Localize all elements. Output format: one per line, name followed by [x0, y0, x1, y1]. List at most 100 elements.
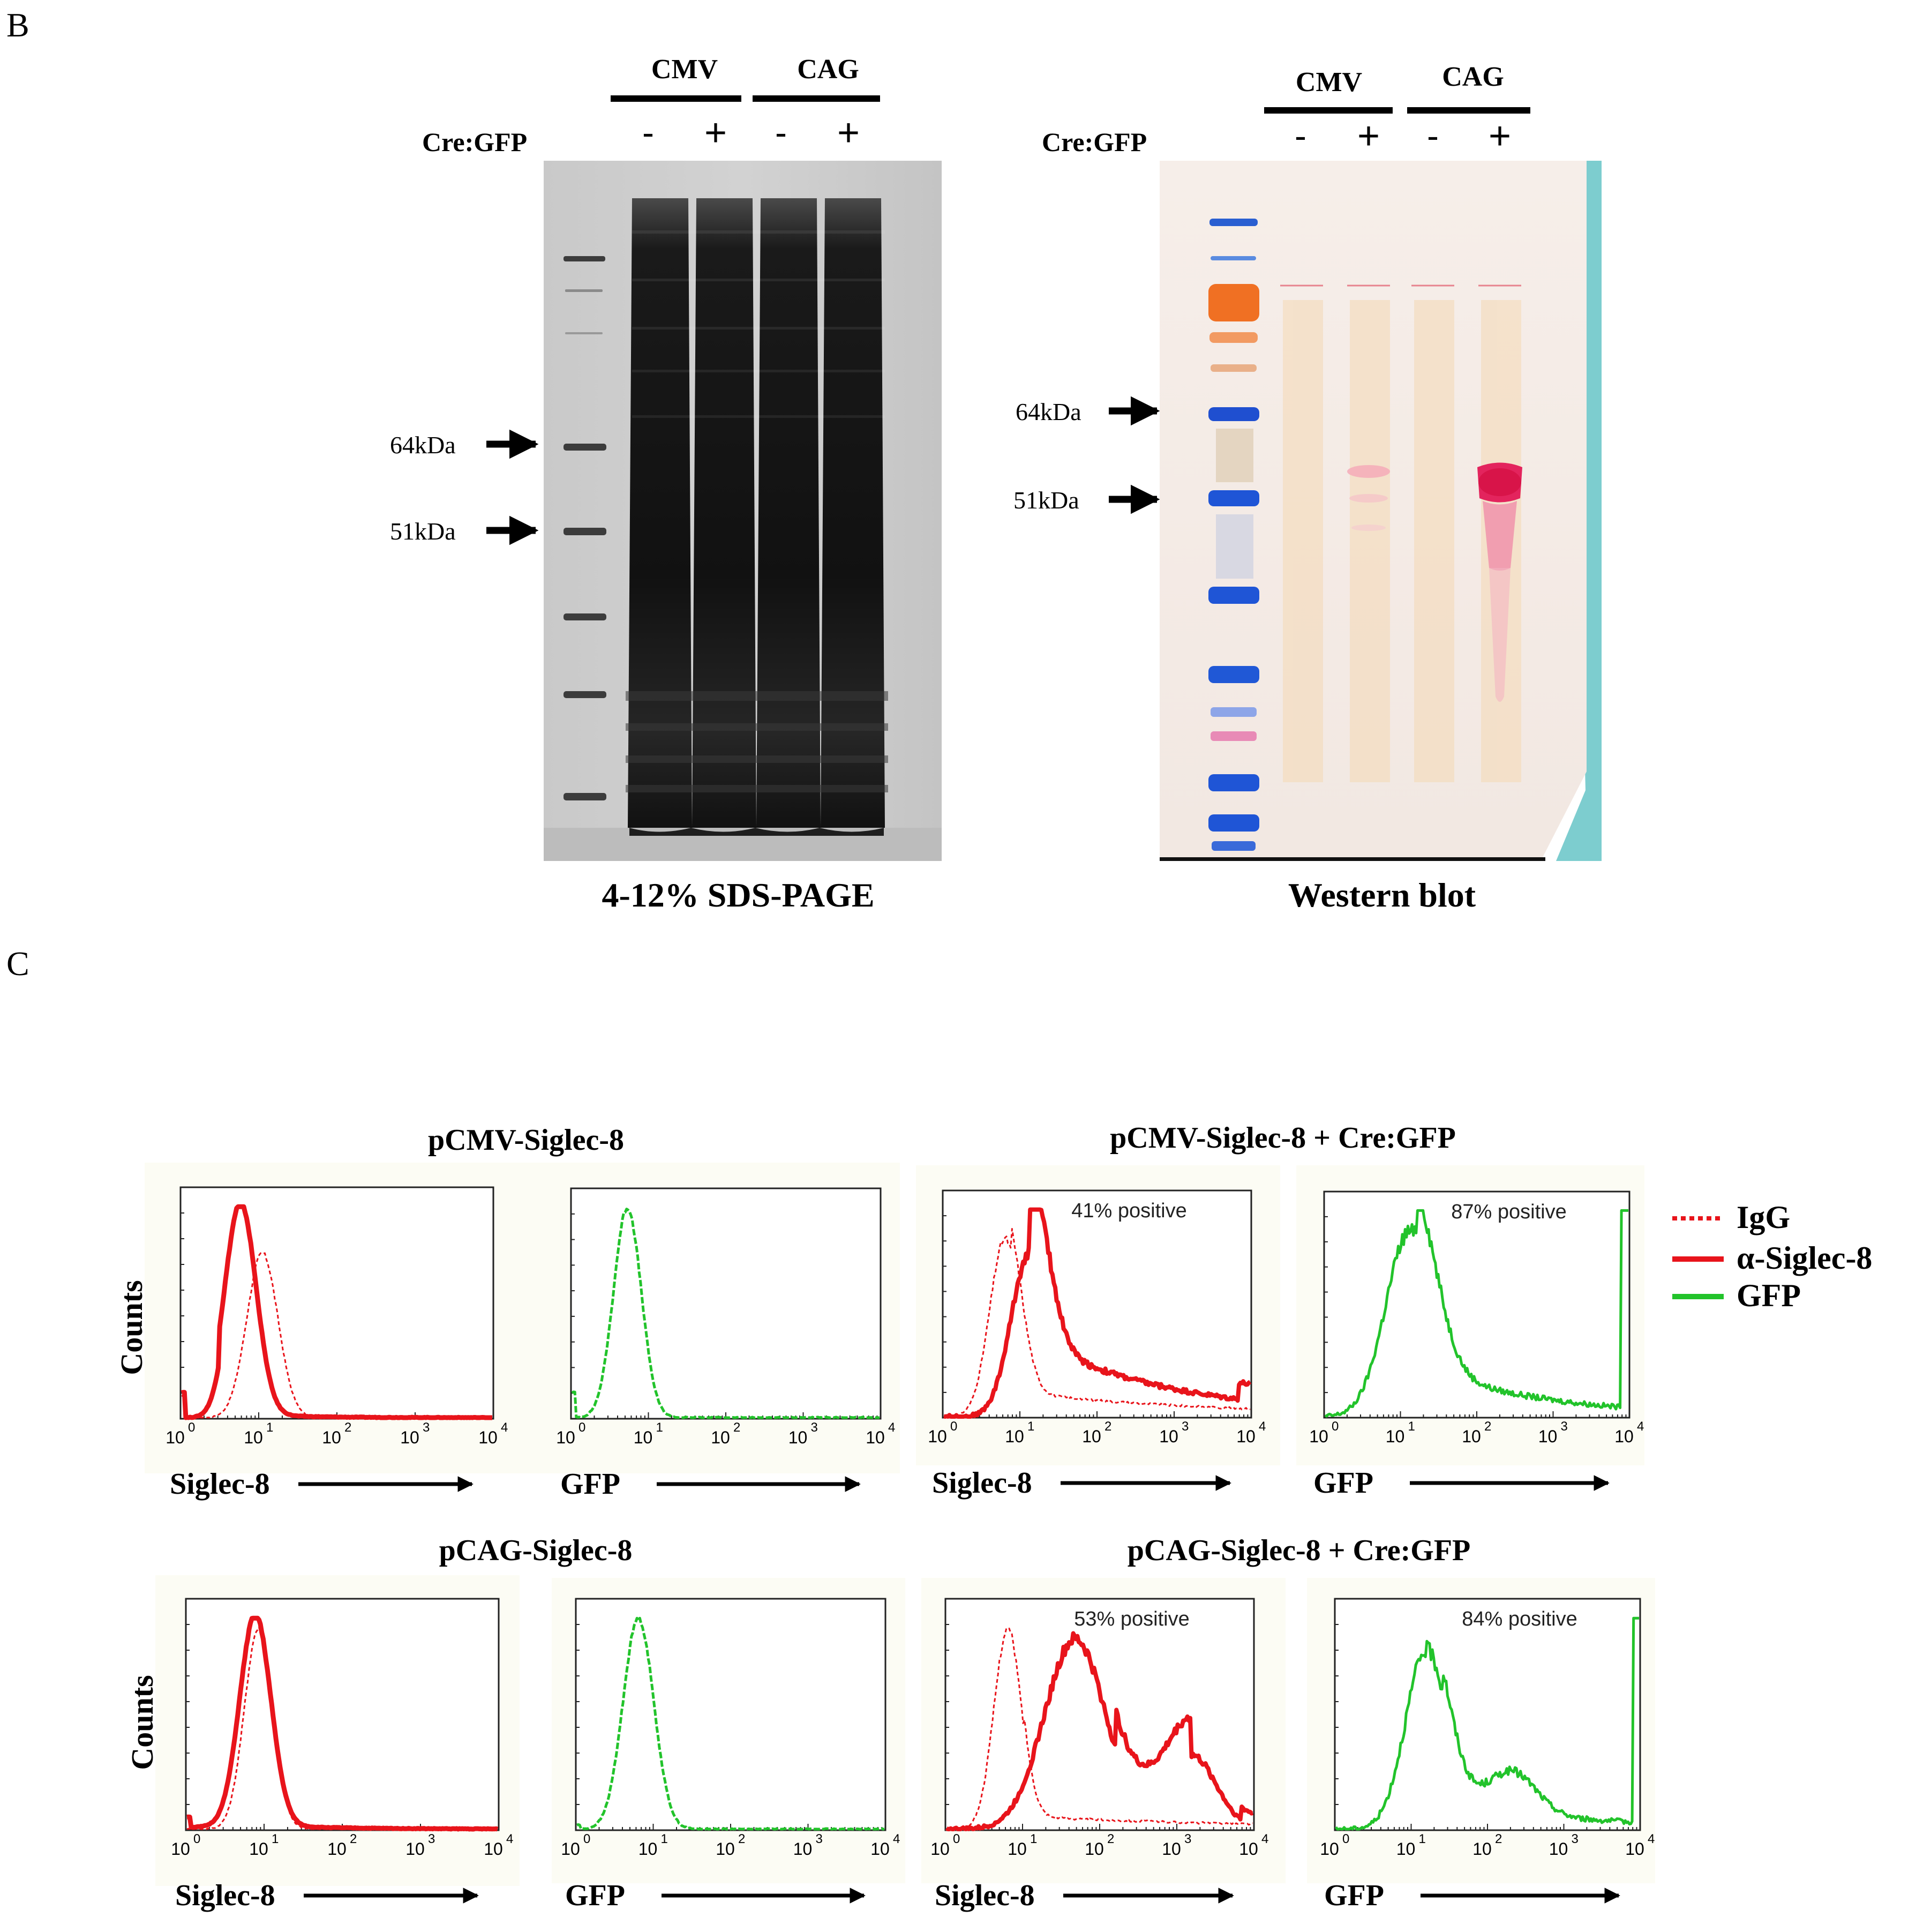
blot-lane1-sign: - — [1295, 116, 1306, 155]
histogram-2-3-curve-2 — [945, 1631, 1254, 1831]
histogram-1-1-curve-2 — [181, 1204, 493, 1420]
tick-label: 10 — [634, 1428, 653, 1447]
gel-51kda-label: 51kDa — [390, 518, 456, 545]
tick-exponent: 3 — [428, 1832, 435, 1846]
tick-exponent: 4 — [1637, 1419, 1644, 1434]
tick-label: 10 — [1085, 1839, 1104, 1859]
tick-label: 10 — [1239, 1839, 1258, 1859]
western-blot-image — [1160, 161, 1602, 861]
sds-page-gel-image — [544, 161, 942, 861]
tick-label: 10 — [1162, 1839, 1181, 1859]
tick-exponent: 2 — [733, 1420, 740, 1435]
tick-label: 10 — [930, 1839, 950, 1859]
row1-counts-label: Counts — [114, 1280, 149, 1375]
panel-c-letter: C — [6, 945, 29, 983]
tick-label: 10 — [1082, 1427, 1101, 1446]
histogram-1-3-curve-2 — [943, 1207, 1252, 1419]
sds-page-gel-section: CMV CAG Cre:GFP - + - + — [390, 54, 942, 914]
tick-exponent: 0 — [1332, 1419, 1339, 1434]
histogram-1-3-curve-1 — [943, 1228, 1250, 1418]
tick-exponent: 1 — [656, 1420, 663, 1435]
gel-cag-label: CAG — [797, 54, 859, 85]
tick-exponent: 3 — [811, 1420, 818, 1435]
tick-label: 10 — [716, 1839, 735, 1859]
tick-exponent: 3 — [1182, 1419, 1189, 1434]
tick-label: 10 — [1320, 1839, 1339, 1859]
gel-cmv-label: CMV — [651, 54, 718, 85]
tick-label: 10 — [244, 1428, 263, 1447]
gel-cre-gfp-label: Cre:GFP — [422, 127, 527, 157]
tick-label: 10 — [166, 1428, 185, 1447]
positive-annotation: 87% positive — [1451, 1201, 1566, 1223]
tick-exponent: 3 — [816, 1832, 823, 1846]
tick-label: 10 — [1625, 1839, 1644, 1859]
tick-label: 10 — [400, 1428, 419, 1447]
tick-label: 10 — [1472, 1839, 1492, 1859]
row2-right-title: pCAG-Siglec-8 + Cre:GFP — [1128, 1534, 1471, 1567]
histogram-2-4-curve-1 — [1334, 1616, 1639, 1831]
tick-label: 10 — [1396, 1839, 1416, 1859]
tick-exponent: 1 — [1027, 1419, 1034, 1434]
histogram-2-1-curve-2 — [186, 1615, 499, 1832]
tick-label: 10 — [478, 1428, 498, 1447]
row1-left-title: pCMV-Siglec-8 — [428, 1124, 624, 1157]
blot-cre-gfp-label: Cre:GFP — [1042, 127, 1147, 157]
x-axis-label: GFP — [560, 1467, 620, 1501]
tick-label: 10 — [327, 1839, 347, 1859]
gel-lane4-sign: + — [837, 111, 860, 154]
blot-lane4-sign: + — [1489, 115, 1511, 158]
gel-cag-bar — [753, 95, 880, 102]
panel-b-letter: B — [6, 6, 29, 44]
x-axis-label: Siglec-8 — [935, 1879, 1035, 1912]
tick-exponent: 2 — [1484, 1419, 1491, 1434]
tick-exponent: 0 — [583, 1832, 590, 1846]
tick-label: 10 — [484, 1839, 503, 1859]
legend-igg-label: IgG — [1737, 1200, 1790, 1235]
tick-exponent: 1 — [1408, 1419, 1415, 1434]
blot-cag-label: CAG — [1442, 62, 1504, 92]
row2-left-title: pCAG-Siglec-8 — [439, 1534, 633, 1567]
tick-label: 10 — [638, 1839, 658, 1859]
tick-label: 10 — [1462, 1427, 1481, 1446]
tick-label: 10 — [870, 1839, 890, 1859]
x-axis-label: Siglec-8 — [932, 1466, 1032, 1500]
tick-exponent: 2 — [350, 1832, 357, 1846]
gel-lane2-sign: + — [704, 111, 727, 154]
tick-label: 10 — [249, 1839, 268, 1859]
tick-label: 10 — [1549, 1839, 1568, 1859]
blot-cag-bar — [1407, 107, 1530, 114]
tick-label: 10 — [1008, 1839, 1027, 1859]
tick-exponent: 4 — [501, 1420, 508, 1435]
blot-64kda-label: 64kDa — [1016, 398, 1081, 425]
tick-label: 10 — [1309, 1427, 1328, 1446]
blot-lane2-sign: + — [1357, 115, 1380, 158]
legend-gfp-label: GFP — [1737, 1278, 1801, 1313]
tick-label: 10 — [1386, 1427, 1405, 1446]
tick-exponent: 3 — [1184, 1832, 1191, 1846]
x-axis-label: Siglec-8 — [170, 1467, 270, 1501]
histogram-legend: IgG α-Siglec-8 GFP — [1672, 1200, 1872, 1313]
blot-cmv-bar — [1264, 107, 1393, 114]
flow-histogram-grid: 100101102103104Siglec-8100101102103104GF… — [145, 1163, 1655, 1912]
blot-lane3-sign: - — [1427, 116, 1439, 155]
tick-label: 10 — [1538, 1427, 1558, 1446]
x-axis-label: GFP — [1313, 1466, 1373, 1500]
tick-label: 10 — [1005, 1427, 1024, 1446]
tick-label: 10 — [928, 1427, 947, 1446]
tick-label: 10 — [561, 1839, 580, 1859]
tick-exponent: 0 — [950, 1419, 957, 1434]
tick-exponent: 2 — [1107, 1832, 1114, 1846]
row1-right-title: pCMV-Siglec-8 + Cre:GFP — [1110, 1121, 1456, 1155]
tick-label: 10 — [793, 1839, 813, 1859]
tick-label: 10 — [556, 1428, 575, 1447]
tick-exponent: 1 — [661, 1832, 668, 1846]
positive-annotation: 84% positive — [1462, 1608, 1577, 1630]
x-axis-label: Siglec-8 — [175, 1879, 275, 1912]
tick-label: 10 — [866, 1428, 885, 1447]
tick-label: 10 — [1159, 1427, 1178, 1446]
tick-label: 10 — [1236, 1427, 1256, 1446]
x-axis-label: GFP — [1324, 1879, 1384, 1912]
